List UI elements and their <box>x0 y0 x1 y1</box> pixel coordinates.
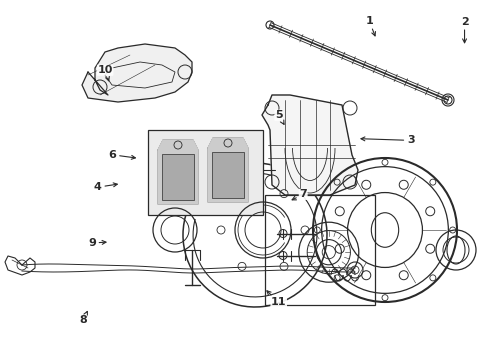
Text: 2: 2 <box>460 17 468 43</box>
Text: 8: 8 <box>79 311 87 325</box>
Text: 6: 6 <box>108 150 135 160</box>
Polygon shape <box>262 95 357 195</box>
Bar <box>264 195 374 305</box>
Bar <box>212 152 244 198</box>
Text: 4: 4 <box>94 182 117 192</box>
Bar <box>148 130 263 215</box>
Polygon shape <box>207 138 247 202</box>
Text: 9: 9 <box>88 238 106 248</box>
Bar <box>148 130 263 215</box>
Polygon shape <box>158 140 198 204</box>
Text: 5: 5 <box>274 110 284 124</box>
Text: 7: 7 <box>291 189 306 200</box>
Polygon shape <box>82 44 192 102</box>
Text: 3: 3 <box>360 135 414 145</box>
Text: 1: 1 <box>365 16 375 36</box>
Text: 10: 10 <box>97 65 113 81</box>
Text: 11: 11 <box>266 291 286 307</box>
Bar <box>162 154 194 200</box>
